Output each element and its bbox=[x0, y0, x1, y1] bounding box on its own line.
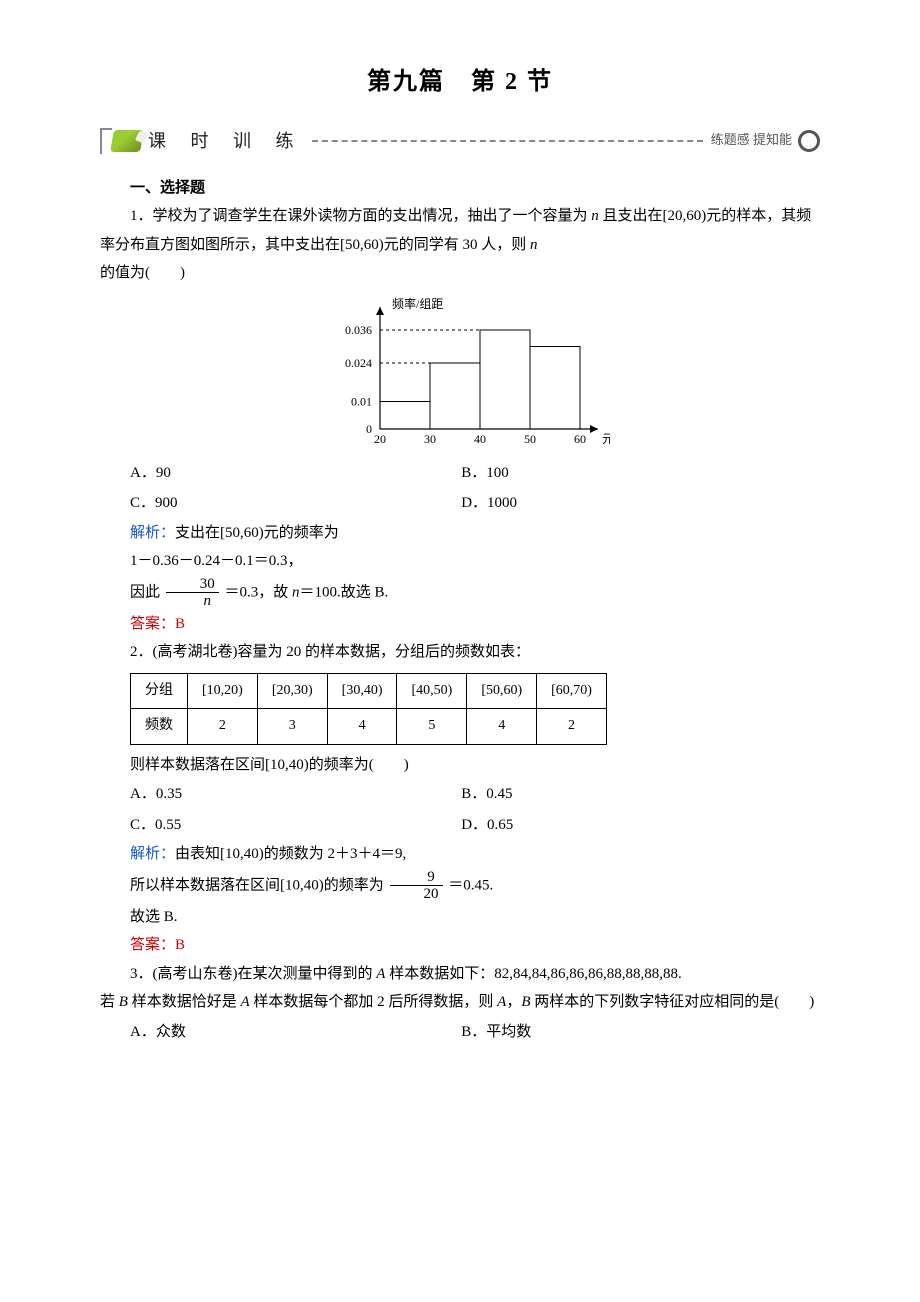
q3-stem-line2: 若 B 样本数据恰好是 A 样本数据每个都加 2 后所得数据，则 A，B 两样本… bbox=[100, 988, 820, 1017]
svg-text:0.01: 0.01 bbox=[351, 394, 372, 408]
q2-option-a: A．0.35 bbox=[130, 780, 461, 809]
banner-dashed-line bbox=[312, 140, 703, 142]
q2-stem: 2．(高考湖北卷)容量为 20 的样本数据，分组后的频数如表： bbox=[100, 638, 820, 667]
q2-options: A．0.35 B．0.45 C．0.55 D．0.65 bbox=[130, 779, 820, 840]
q1-options: A．90 B．100 C．900 D．1000 bbox=[130, 458, 820, 519]
q1-option-c: C．900 bbox=[130, 489, 461, 518]
section-heading: 一、选择题 bbox=[100, 174, 820, 203]
q3-stem-line1: 3．(高考山东卷)在某次测量中得到的 A 样本数据如下：82,84,84,86,… bbox=[100, 960, 820, 989]
svg-text:元: 元 bbox=[602, 432, 610, 446]
svg-text:0.036: 0.036 bbox=[345, 323, 372, 337]
q2-answer: 答案：B bbox=[100, 931, 820, 960]
q2-solution-line2: 所以样本数据落在区间[10,40)的频率为 920 ＝0.45. bbox=[100, 869, 820, 903]
q1-stem-tail: 的值为( ) bbox=[100, 259, 820, 288]
q1-option-a: A．90 bbox=[130, 459, 461, 488]
q1-solution-line1: 解析：支出在[50,60)元的频率为 bbox=[100, 519, 820, 548]
q1-solution-line3: 因此 30n ＝0.3，故 n＝100.故选 B. bbox=[100, 576, 820, 610]
svg-text:0: 0 bbox=[366, 422, 372, 436]
svg-text:40: 40 bbox=[474, 432, 486, 446]
svg-text:0.024: 0.024 bbox=[345, 356, 372, 370]
q1-solution-line2: 1－0.36－0.24－0.1＝0.3， bbox=[100, 547, 820, 576]
q2-solution-line3: 故选 B. bbox=[100, 903, 820, 932]
q1-stem: 1．学校为了调查学生在课外读物方面的支出情况，抽出了一个容量为 n 且支出在[2… bbox=[100, 202, 820, 259]
banner-right-text: 练题感 提知能 bbox=[711, 128, 792, 153]
q2-option-c: C．0.55 bbox=[130, 811, 461, 840]
svg-text:20: 20 bbox=[374, 432, 386, 446]
q2-solution-line1: 解析：由表知[10,40)的频数为 2＋3＋4＝9, bbox=[100, 840, 820, 869]
q3-option-a: A．众数 bbox=[130, 1018, 461, 1047]
q2-option-b: B．0.45 bbox=[461, 780, 792, 809]
svg-text:30: 30 bbox=[424, 432, 436, 446]
q2-post: 则样本数据落在区间[10,40)的频率为( ) bbox=[100, 751, 820, 780]
svg-text:60: 60 bbox=[574, 432, 586, 446]
svg-text:频率/组距: 频率/组距 bbox=[392, 296, 443, 311]
q1-answer: 答案：B bbox=[100, 610, 820, 639]
q1-histogram: 0 0.01 0.024 0.036 20 30 40 50 60 频率/组距元 bbox=[100, 294, 820, 454]
q1-option-d: D．1000 bbox=[461, 489, 792, 518]
q3-option-b: B．平均数 bbox=[461, 1018, 792, 1047]
banner-left-text: 课 时 训 练 bbox=[148, 124, 304, 158]
q2-frequency-table: 分组[10,20)[20,30)[30,40)[40,50)[50,60)[60… bbox=[130, 673, 607, 745]
lesson-banner: 课 时 训 练 练题感 提知能 bbox=[100, 126, 820, 156]
page-title: 第九篇 第 2 节 bbox=[100, 60, 820, 106]
q2-option-d: D．0.65 bbox=[461, 811, 792, 840]
q3-options: A．众数 B．平均数 bbox=[130, 1017, 820, 1048]
book-icon bbox=[110, 130, 144, 152]
svg-text:50: 50 bbox=[524, 432, 536, 446]
q1-option-b: B．100 bbox=[461, 459, 792, 488]
circle-icon bbox=[798, 130, 820, 152]
